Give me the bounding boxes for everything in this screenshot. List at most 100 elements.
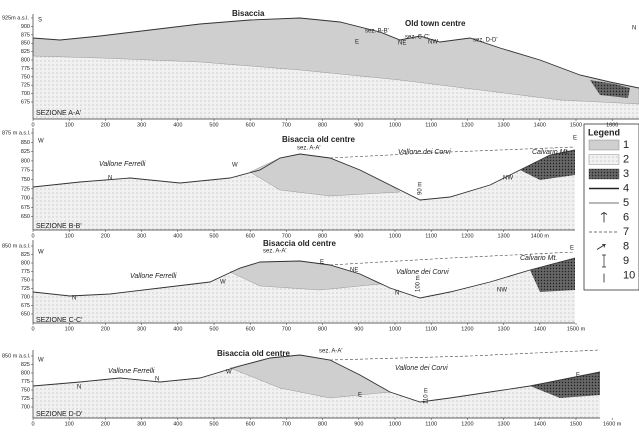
annotation: sez. D-D'	[473, 38, 497, 44]
x-label: 200	[101, 421, 110, 427]
annotation: Bisaccia old centre	[282, 135, 355, 144]
annotation: W	[226, 370, 232, 376]
annotation: E	[320, 260, 324, 266]
y-label: 775	[21, 66, 30, 72]
x-label: 400	[173, 233, 182, 239]
y-label: 875	[21, 32, 30, 38]
y-label: 650	[21, 214, 30, 220]
x-label: 1400	[534, 326, 546, 332]
x-label: 1400 m	[531, 233, 550, 239]
annotation: 100 m	[416, 275, 422, 292]
y-label: 700	[21, 196, 30, 202]
x-label: 600	[246, 326, 255, 332]
x-label: 1600 m	[603, 421, 622, 427]
x-label: 1200	[461, 326, 473, 332]
x-label: 400	[173, 421, 182, 427]
x-label: 400	[173, 122, 182, 128]
legend-swatch	[589, 155, 619, 165]
x-label: 1500	[570, 421, 582, 427]
section: 875 m a.s.l.8508258007757507257006756500…	[2, 128, 577, 239]
y-label: 725	[21, 396, 30, 402]
y-label: 725	[21, 186, 30, 192]
y-label: 800	[21, 57, 30, 63]
legend-label: 5	[623, 197, 629, 209]
x-label: 500	[209, 326, 218, 332]
x-label: 1100	[425, 326, 437, 332]
x-label: 900	[354, 233, 363, 239]
annotation: Vallone dei Corvi	[396, 269, 449, 276]
legend-label: 3	[623, 168, 629, 180]
x-label: 1000	[389, 122, 401, 128]
y-label: 750	[21, 177, 30, 183]
annotation: E	[355, 40, 359, 46]
annotation: 110 m	[424, 388, 430, 404]
x-label: 900	[354, 326, 363, 332]
x-label: 0	[31, 326, 34, 332]
x-label: 0	[31, 233, 34, 239]
annotation: Calvario Mt.	[532, 149, 569, 156]
annotation: Vallone dei Corvi	[395, 365, 448, 372]
y-label: 850	[21, 140, 30, 146]
x-label: 700	[282, 122, 291, 128]
x-label: 1300	[497, 122, 509, 128]
annotation: sez. C-C'	[405, 35, 429, 41]
y-label: 650	[21, 311, 30, 317]
annotation: sez. A-A'	[263, 249, 287, 255]
y-label: 775	[21, 379, 30, 385]
x-label: 500	[209, 421, 218, 427]
y-label: 825	[21, 362, 30, 368]
x-label: 1000	[389, 233, 401, 239]
annotation: Calvario Mt.	[520, 255, 557, 262]
annotation: Vallone Ferrelli	[108, 368, 155, 375]
y-label: 925m a.s.l.	[2, 15, 29, 21]
y-label: 750	[21, 74, 30, 80]
legend-label: 6	[623, 211, 629, 223]
annotation: E	[573, 136, 577, 142]
annotation: E	[570, 246, 574, 252]
annotation: W	[220, 280, 226, 286]
annotation: W	[38, 139, 44, 145]
x-label: 300	[137, 122, 146, 128]
x-label: 1500	[570, 122, 582, 128]
x-label: 100	[65, 233, 74, 239]
legend-label: 9	[623, 255, 629, 267]
x-label: 900	[354, 122, 363, 128]
x-label: 600	[246, 421, 255, 427]
y-label: 725	[21, 286, 30, 292]
y-label: 800	[21, 370, 30, 376]
y-label: 700	[21, 91, 30, 97]
annotation: N	[108, 176, 112, 182]
legend-label: 4	[623, 182, 629, 194]
x-label: 700	[282, 421, 291, 427]
annotation: 90 m	[418, 182, 424, 195]
annotation: NW	[497, 288, 507, 294]
x-label: 600	[246, 233, 255, 239]
annotation: NW	[503, 176, 513, 182]
y-label: 775	[21, 269, 30, 275]
x-label: 1200	[461, 233, 473, 239]
section-name: SEZIONE A-A'	[36, 110, 81, 117]
x-label: 1100	[425, 421, 437, 427]
x-label: 700	[282, 326, 291, 332]
annotation: N	[395, 291, 399, 297]
y-label: 825	[21, 49, 30, 55]
legend-label: 8	[623, 240, 629, 252]
x-label: 900	[354, 421, 363, 427]
x-label: 1100	[425, 122, 437, 128]
annotation: Bisaccia old centre	[217, 349, 290, 358]
x-label: 1200	[461, 122, 473, 128]
legend-label: 7	[623, 226, 629, 238]
x-label: 200	[101, 122, 110, 128]
x-label: 600	[246, 122, 255, 128]
annotation: Old town centre	[405, 19, 466, 28]
legend-label: 1	[623, 139, 629, 151]
annotation: W	[38, 358, 44, 364]
annotation: N	[155, 377, 159, 383]
x-label: 1400	[534, 421, 546, 427]
annotation: N	[632, 26, 636, 32]
y-label: 750	[21, 387, 30, 393]
legend-swatch	[589, 140, 619, 150]
annotation: W	[232, 163, 238, 169]
y-label: 850 m a.s.l.	[2, 353, 31, 359]
